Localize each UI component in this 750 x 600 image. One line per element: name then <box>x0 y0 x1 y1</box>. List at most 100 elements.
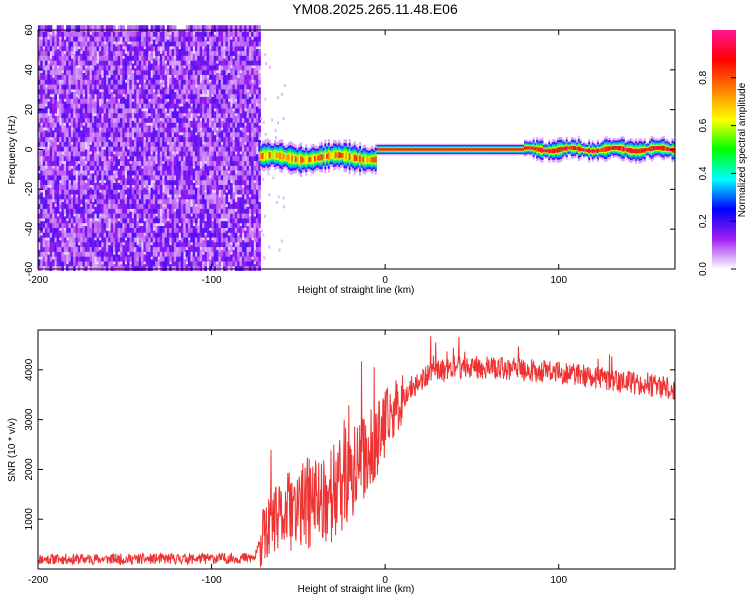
heatmap-cell <box>190 168 193 176</box>
heatmap-cell <box>253 25 257 32</box>
heatmap-cell <box>40 168 43 176</box>
heatmap-cell <box>195 30 198 37</box>
heatmap-cell <box>310 156 313 163</box>
heatmap-cell <box>220 111 224 119</box>
heatmap-cell <box>87 87 90 95</box>
heatmap-cell <box>251 154 254 162</box>
heatmap-cell <box>120 130 123 138</box>
heatmap-cell <box>84 135 88 142</box>
heatmap-cell <box>108 82 111 90</box>
heatmap-cell <box>206 58 210 66</box>
heatmap-cell <box>176 44 179 52</box>
heatmap-cell <box>277 152 280 159</box>
heatmap-cell <box>218 77 221 85</box>
heatmap-cell <box>183 206 186 214</box>
heatmap-cell <box>138 240 142 248</box>
heatmap-cell <box>178 53 182 61</box>
heatmap-cell <box>127 34 130 42</box>
heatmap-cell <box>131 111 135 119</box>
heatmap-cell <box>192 101 196 109</box>
heatmap-cell <box>255 216 259 224</box>
heatmap-cell <box>152 116 156 123</box>
heatmap-cell <box>117 202 121 209</box>
heatmap-cell <box>220 96 224 104</box>
heatmap-cell <box>96 116 100 123</box>
heatmap-cell <box>96 120 100 128</box>
heatmap-cell <box>80 120 83 128</box>
heatmap-cell <box>230 58 233 66</box>
heatmap-cell <box>227 116 231 123</box>
heatmap-cell <box>143 53 146 61</box>
heatmap-cell <box>110 63 114 71</box>
heatmap-cell <box>195 135 198 142</box>
heatmap-cell <box>98 230 102 238</box>
heatmap-cell <box>220 254 224 262</box>
heatmap-cell <box>209 139 212 147</box>
heatmap-cell <box>150 264 154 271</box>
heatmap-cell <box>110 240 114 248</box>
heatmap-cell <box>225 154 229 162</box>
heatmap-cell <box>223 149 226 157</box>
heatmap-cell <box>178 106 182 114</box>
heatmap-cell <box>185 92 189 99</box>
heatmap-cell <box>176 58 179 66</box>
heatmap-cell <box>350 154 353 160</box>
heatmap-cell <box>127 87 130 95</box>
heatmap-cell <box>110 120 114 128</box>
heatmap-cell <box>110 44 114 52</box>
heatmap-cell <box>255 154 259 162</box>
heatmap-cell <box>103 245 107 252</box>
heatmap-cell <box>129 25 132 32</box>
heatmap-cell <box>66 168 69 176</box>
heatmap-cell <box>45 154 48 162</box>
heatmap-cell <box>148 245 151 252</box>
heatmap-cell <box>220 135 224 142</box>
heatmap-cell <box>204 163 207 171</box>
heatmap-cell <box>136 116 139 123</box>
heatmap-cell <box>300 156 303 164</box>
heatmap-cell <box>131 34 135 42</box>
heatmap-cell <box>113 139 116 147</box>
heatmap-cell <box>230 82 233 90</box>
heatmap-cell <box>61 44 64 52</box>
heatmap-cell <box>61 120 64 128</box>
heatmap-cell <box>106 68 109 75</box>
heatmap-cell <box>56 87 60 95</box>
heatmap-cell <box>52 235 55 243</box>
heatmap-cell <box>248 187 252 195</box>
heatmap-cell <box>63 73 67 80</box>
heatmap-cell <box>115 44 118 52</box>
heatmap-cell <box>271 118 274 122</box>
heatmap-cell <box>239 173 243 181</box>
heatmap-cell <box>150 77 154 85</box>
heatmap-cell <box>45 63 48 71</box>
heatmap-cell <box>94 154 97 162</box>
heatmap-cell <box>122 120 125 128</box>
heatmap-cell <box>157 240 161 248</box>
heatmap-cell <box>138 106 142 114</box>
heatmap-cell <box>77 183 81 190</box>
heatmap-cell <box>150 187 154 195</box>
heatmap-cell <box>150 111 154 119</box>
heatmap-cell <box>94 130 97 138</box>
heatmap-cell <box>211 63 214 71</box>
heatmap-cell <box>84 34 88 42</box>
heatmap-cell <box>75 106 79 114</box>
heatmap-cell <box>124 44 128 52</box>
heatmap-cell <box>84 249 88 257</box>
heatmap-cell <box>134 245 137 252</box>
heatmap-cell <box>56 116 60 123</box>
heatmap-cell <box>162 25 165 32</box>
heatmap-cell <box>82 63 86 71</box>
heatmap-cell <box>178 77 182 85</box>
heatmap-cell <box>197 96 200 104</box>
heatmap-cell <box>106 92 109 99</box>
heatmap-cell <box>253 53 257 61</box>
heatmap-cell <box>166 230 170 238</box>
heatmap-cell <box>399 148 401 151</box>
heatmap-cell <box>176 135 179 142</box>
heatmap-cell <box>178 187 182 195</box>
heatmap-cell <box>162 149 165 157</box>
heatmap-cell <box>136 159 139 166</box>
heatmap-cell <box>171 211 175 219</box>
